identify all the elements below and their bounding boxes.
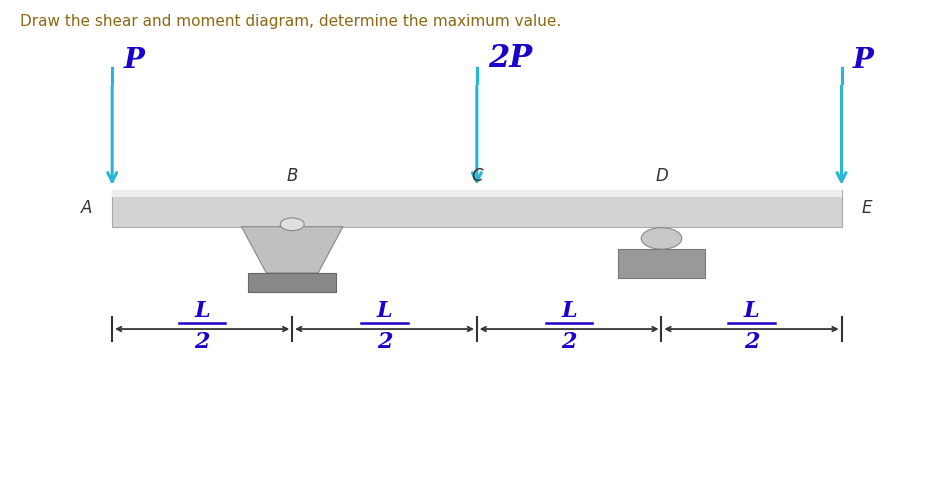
- Bar: [248, 273, 336, 292]
- Text: 2: 2: [744, 331, 759, 353]
- Text: 2: 2: [377, 331, 393, 353]
- Text: L: L: [194, 300, 210, 322]
- Text: L: L: [744, 300, 759, 322]
- Text: B: B: [286, 167, 298, 185]
- Text: E: E: [862, 199, 872, 218]
- Text: D: D: [655, 167, 668, 185]
- Text: L: L: [561, 300, 577, 322]
- Text: Draw the shear and moment diagram, determine the maximum value.: Draw the shear and moment diagram, deter…: [19, 14, 561, 28]
- Text: C: C: [471, 167, 482, 185]
- Bar: [618, 249, 706, 278]
- Text: P: P: [123, 47, 144, 74]
- Text: P: P: [853, 47, 873, 74]
- Polygon shape: [242, 227, 343, 273]
- Circle shape: [281, 218, 305, 231]
- Bar: [112, 190, 842, 197]
- Text: 2P: 2P: [488, 43, 532, 74]
- Text: 2: 2: [194, 331, 210, 353]
- Circle shape: [641, 228, 682, 249]
- Text: A: A: [81, 199, 92, 218]
- Text: L: L: [377, 300, 393, 322]
- Bar: [112, 190, 842, 227]
- Text: 2: 2: [561, 331, 577, 353]
